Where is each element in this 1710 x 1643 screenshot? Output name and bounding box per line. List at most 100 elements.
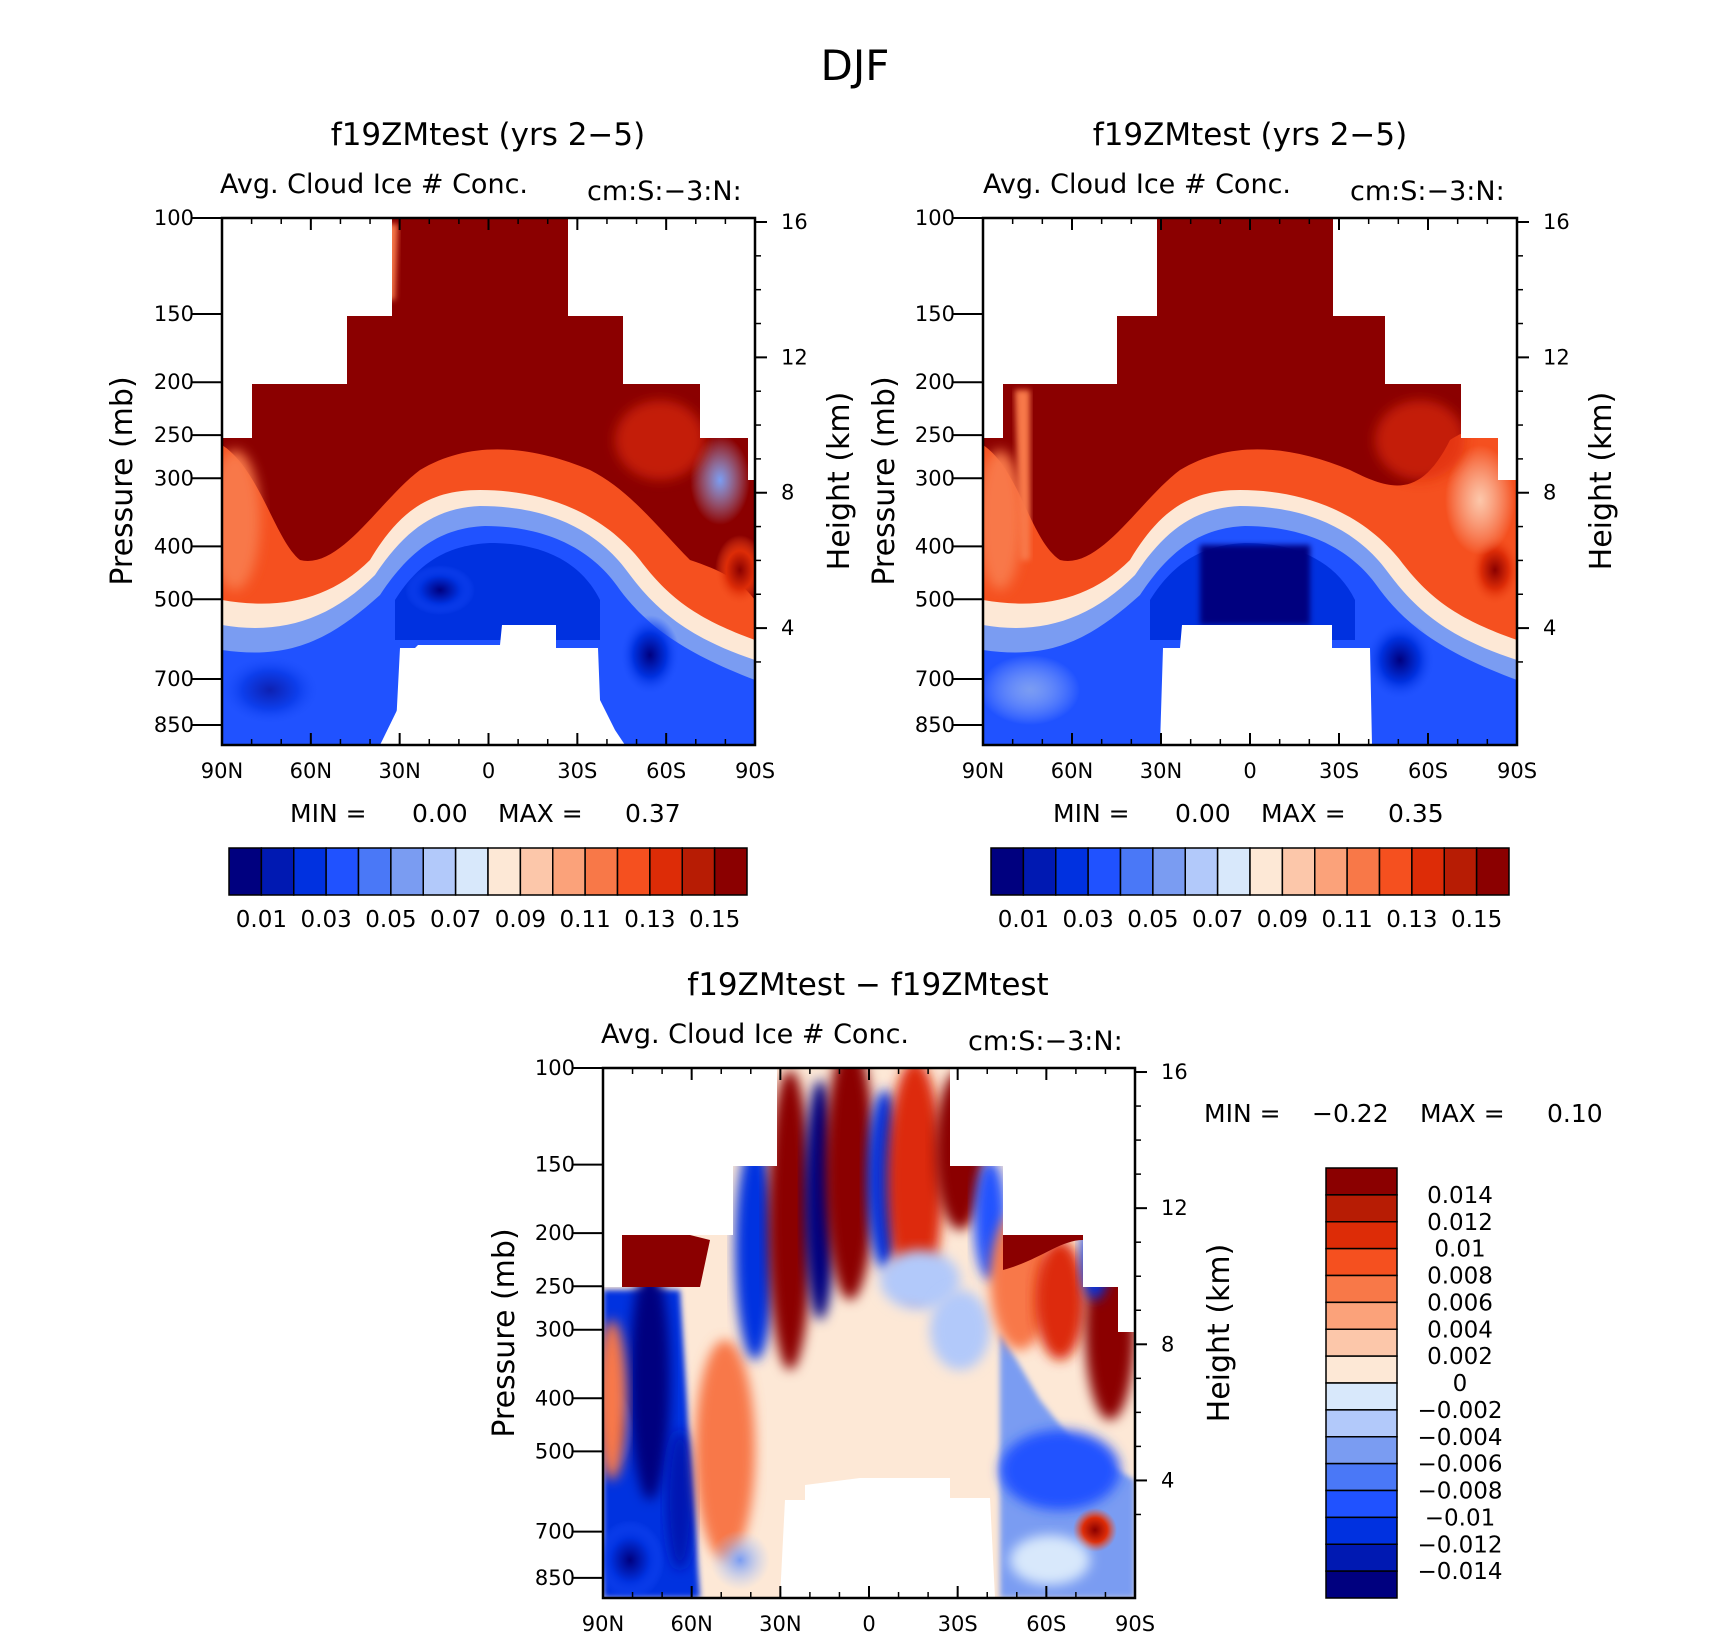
field-contour-region bbox=[1015, 390, 1030, 560]
x-tick-label: 30N bbox=[1140, 759, 1182, 783]
colorbar-label: 0.13 bbox=[624, 907, 675, 933]
colorbar-label: −0.008 bbox=[1417, 1479, 1502, 1505]
colorbar-swatch bbox=[1119, 847, 1154, 896]
colorbar-swatch bbox=[1249, 847, 1284, 896]
y2-axis-label: Height (km) bbox=[1202, 1244, 1237, 1423]
missing-data-region bbox=[780, 1478, 995, 1598]
colorbar-swatch bbox=[1325, 1221, 1398, 1250]
y2-axis-label: Height (km) bbox=[1584, 392, 1619, 571]
y-tick-label: 250 bbox=[535, 1274, 575, 1298]
field-contour-region bbox=[666, 1430, 694, 1570]
colorbar-swatch bbox=[1022, 847, 1057, 896]
max-label: MAX = bbox=[1420, 1099, 1505, 1128]
colorbar-label: 0.01 bbox=[998, 907, 1049, 933]
variable-label: Avg. Cloud Ice # Conc. bbox=[601, 1019, 909, 1050]
colorbar-label: 0.13 bbox=[1386, 907, 1437, 933]
y-tick-label: 500 bbox=[154, 587, 194, 611]
colorbar-label: 0.002 bbox=[1427, 1344, 1493, 1370]
x-tick-label: 90N bbox=[582, 1612, 624, 1636]
colorbar-swatch bbox=[990, 847, 1025, 896]
colorbar-swatch bbox=[1475, 847, 1510, 896]
y-tick-label: 100 bbox=[154, 206, 194, 230]
x-tick-label: 30S bbox=[938, 1612, 978, 1636]
colorbar-swatch bbox=[1325, 1274, 1398, 1304]
colorbar-swatch bbox=[1184, 847, 1219, 896]
field-contour-region bbox=[930, 1290, 990, 1370]
colorbar-label: 0.09 bbox=[1257, 907, 1308, 933]
colorbar-label: −0.01 bbox=[1425, 1505, 1495, 1531]
field-contour-region bbox=[222, 655, 320, 725]
y-tick-label: 500 bbox=[915, 587, 955, 611]
colorbar-label: 0 bbox=[1453, 1371, 1468, 1397]
axes: 90N 60N 30N 0 30S 60S 90S 100 150 200 250 300 400 500… bbox=[154, 206, 808, 783]
colorbar-swatch bbox=[1443, 847, 1478, 896]
y-tick-label: 200 bbox=[535, 1221, 575, 1245]
colorbar-swatch bbox=[454, 847, 489, 896]
colorbar-swatch bbox=[1325, 1247, 1398, 1277]
colorbar-label: 0.014 bbox=[1427, 1183, 1493, 1209]
colorbar-swatch bbox=[649, 847, 683, 896]
panel-title: f19ZMtest − f19ZMtest bbox=[687, 967, 1048, 1003]
y2-tick-label: 8 bbox=[1161, 1332, 1174, 1356]
panel-c: f19ZMtest − f19ZMtest Avg. Cloud Ice # C… bbox=[487, 967, 1603, 1636]
y-tick-label: 150 bbox=[915, 302, 955, 326]
missing-data-region bbox=[1160, 625, 1372, 745]
colorbar-swatch bbox=[293, 847, 327, 896]
missing-data-region bbox=[222, 218, 755, 438]
colorbar: 0.01 0.03 0.05 0.07 0.09 0.11 0.13 0.15 bbox=[228, 847, 748, 933]
panel-title: f19ZMtest (yrs 2−5) bbox=[1093, 117, 1407, 153]
y-tick-label: 300 bbox=[535, 1318, 575, 1342]
x-tick-label: 90S bbox=[735, 759, 775, 783]
field-contour-region bbox=[1035, 1240, 1085, 1360]
field-contour-region bbox=[983, 450, 1022, 590]
x-tick-label: 0 bbox=[482, 759, 495, 783]
colorbar-swatch bbox=[1325, 1570, 1398, 1599]
colorbar-swatch bbox=[1325, 1516, 1398, 1545]
colorbar-swatch bbox=[1152, 847, 1186, 896]
y-tick-label: 700 bbox=[915, 667, 955, 691]
x-tick-label: 30S bbox=[1319, 759, 1359, 783]
field-contour-region bbox=[1003, 1235, 1083, 1270]
min-label: MIN = bbox=[1053, 799, 1130, 828]
colorbar-swatch bbox=[1325, 1409, 1398, 1438]
colorbar-label: 0.09 bbox=[495, 907, 546, 933]
y2-tick-label: 4 bbox=[1543, 616, 1556, 640]
field-contour-region bbox=[1365, 620, 1435, 700]
colorbar-label: 0.008 bbox=[1427, 1264, 1493, 1290]
x-tick-label: 0 bbox=[1243, 759, 1256, 783]
y-tick-label: 200 bbox=[915, 370, 955, 394]
x-tick-label: 90S bbox=[1115, 1612, 1155, 1636]
colorbar-swatch bbox=[681, 847, 716, 896]
colorbar-swatch bbox=[1325, 1167, 1398, 1196]
colorbar-swatch bbox=[1378, 847, 1413, 896]
y-tick-label: 500 bbox=[535, 1439, 575, 1463]
y2-tick-label: 12 bbox=[781, 345, 808, 369]
y-axis-label: Pressure (mb) bbox=[867, 376, 902, 585]
colorbar-label: 0.15 bbox=[1451, 907, 1502, 933]
field-contour-region bbox=[768, 1070, 812, 1370]
colorbar-label: −0.006 bbox=[1417, 1452, 1502, 1478]
colorbar-swatch bbox=[487, 847, 522, 896]
missing-data-region bbox=[983, 218, 1517, 438]
y-tick-label: 250 bbox=[154, 423, 194, 447]
colorbar-label: 0.006 bbox=[1427, 1290, 1493, 1316]
colorbar-swatch bbox=[1325, 1436, 1398, 1465]
field-plot bbox=[983, 218, 1517, 745]
colorbar-swatch bbox=[1325, 1301, 1398, 1330]
missing-data-region bbox=[603, 1068, 1135, 1332]
variable-label: Avg. Cloud Ice # Conc. bbox=[220, 169, 528, 200]
colorbar-swatch bbox=[1325, 1382, 1398, 1411]
min-label: MIN = bbox=[1204, 1099, 1281, 1128]
colorbar-swatch bbox=[1087, 847, 1122, 896]
colorbar-swatch bbox=[1325, 1194, 1398, 1223]
field-contour-region bbox=[710, 1530, 770, 1590]
y-tick-label: 300 bbox=[915, 466, 955, 490]
colorbar-swatch bbox=[357, 847, 392, 896]
colorbar-swatch bbox=[1325, 1489, 1398, 1519]
units-label: cm:S:−3:N: bbox=[1350, 176, 1505, 207]
panel-b: f19ZMtest (yrs 2−5) Avg. Cloud Ice # Con… bbox=[867, 117, 1619, 933]
colorbar-swatch bbox=[422, 847, 457, 896]
colorbar-label: 0.03 bbox=[1063, 907, 1114, 933]
colorbar-swatch bbox=[1325, 1328, 1398, 1357]
x-tick-label: 30N bbox=[759, 1612, 801, 1636]
